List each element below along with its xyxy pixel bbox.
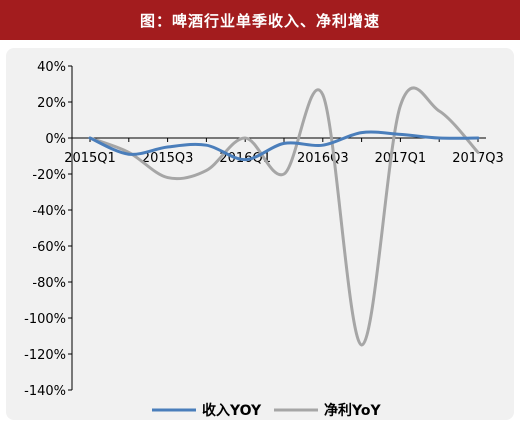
y-tick-label: -120%: [24, 348, 66, 363]
series-layer: [88, 86, 480, 347]
series-line-net-profit-yoy: [88, 86, 480, 347]
legend-label: 净利YoY: [324, 402, 381, 419]
y-tick-label: 0%: [45, 132, 66, 147]
plot-area: [6, 48, 514, 420]
chart-title: 图：啤酒行业单季收入、净利增速: [0, 0, 520, 40]
axes: 40% 20% 0% -20% -40% -60% -80% -100% -120% -140% 2…: [24, 60, 504, 399]
y-tick-label: -40%: [32, 204, 66, 219]
y-tick-label: -20%: [32, 168, 66, 183]
x-tick-label: 2015Q1: [64, 151, 116, 166]
y-tick-label: -60%: [32, 240, 66, 255]
y-tick-label: 20%: [37, 96, 66, 111]
y-tick-label: -140%: [24, 384, 66, 399]
x-tick-label: 2017Q1: [375, 151, 427, 166]
x-tick-label: 2015Q3: [142, 151, 194, 166]
series-line-revenue-yoy: [88, 130, 480, 162]
x-tick-label: 2016Q3: [297, 151, 349, 166]
y-tick-label: -100%: [24, 312, 66, 327]
legend: 收入YOY 净利YoY: [152, 402, 381, 419]
y-tick-label: 40%: [37, 60, 66, 75]
x-tick-label: 2017Q3: [452, 151, 504, 166]
y-tick-label: -80%: [32, 276, 66, 291]
legend-label: 收入YOY: [202, 402, 262, 419]
